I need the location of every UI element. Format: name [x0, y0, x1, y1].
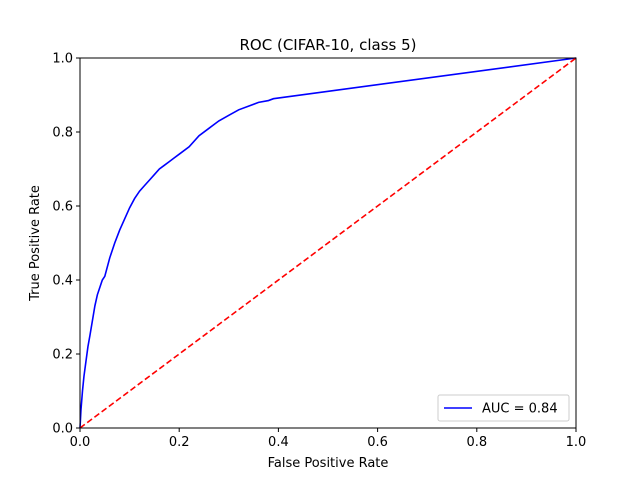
- y-tick-label: 0.4: [52, 274, 73, 289]
- y-axis-label: True Positive Rate: [28, 185, 43, 302]
- series-layer: [79, 57, 577, 429]
- y-tick-label: 0.2: [52, 348, 73, 363]
- y-tick-label: 0.0: [52, 422, 73, 437]
- x-tick-label: 0.2: [169, 435, 190, 450]
- legend-box: [437, 394, 570, 422]
- x-tick-label: 0.6: [367, 435, 388, 450]
- legend: AUC = 0.84: [437, 394, 570, 422]
- y-tick-label: 1.0: [52, 52, 73, 67]
- y-tick-label: 0.8: [52, 126, 73, 141]
- x-tick-label: 0.0: [70, 435, 91, 450]
- x-tick-label: 0.4: [268, 435, 289, 450]
- y-tick-label: 0.6: [52, 200, 73, 215]
- x-tick-label: 0.8: [466, 435, 487, 450]
- x-tick-label: 1.0: [566, 435, 587, 450]
- series-line-baseline: [79, 57, 577, 429]
- plot-frame: [79, 57, 577, 429]
- x-axis-label: False Positive Rate: [268, 456, 389, 471]
- series-line-roc: [79, 57, 577, 429]
- x-axis-ticks: 0.0 0.2 0.4 0.6 0.8 1.0: [70, 428, 587, 450]
- y-axis-ticks: 0.0 0.2 0.4 0.6 0.8 1.0: [52, 52, 80, 437]
- chart-title: ROC (CIFAR-10, class 5): [240, 36, 417, 54]
- legend-label-auc: AUC = 0.84: [482, 402, 558, 417]
